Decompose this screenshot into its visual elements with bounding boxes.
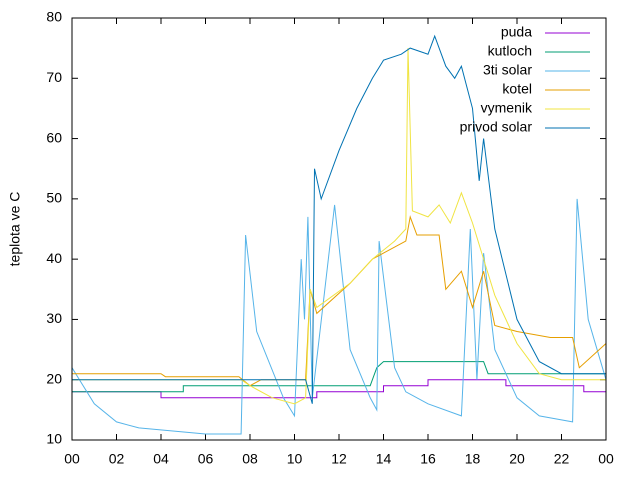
y-tick-label: 40 — [46, 250, 62, 266]
x-tick-label: 02 — [109, 451, 125, 467]
legend-label: privod solar — [460, 119, 533, 135]
x-tick-label: 00 — [64, 451, 80, 467]
y-tick-label: 10 — [46, 431, 62, 447]
y-axis-label: teplota ve C — [7, 192, 23, 267]
x-tick-label: 00 — [598, 451, 614, 467]
x-tick-label: 16 — [420, 451, 436, 467]
series-line — [72, 215, 607, 387]
x-tick-label: 04 — [153, 451, 169, 467]
y-tick-label: 20 — [46, 370, 62, 386]
legend-label: 3ti solar — [483, 62, 532, 78]
series-line — [72, 361, 606, 393]
series-line — [72, 34, 606, 404]
series-line — [71, 198, 607, 435]
x-tick-label: 08 — [242, 451, 258, 467]
x-tick-label: 20 — [509, 451, 525, 467]
series-line — [72, 379, 606, 399]
legend-label: kotel — [502, 81, 532, 97]
y-tick-label: 30 — [46, 310, 62, 326]
x-tick-label: 10 — [287, 451, 303, 467]
x-tick-label: 18 — [465, 451, 481, 467]
legend-label: vymenik — [481, 100, 533, 116]
x-tick-label: 14 — [376, 451, 392, 467]
x-tick-label: 06 — [198, 451, 214, 467]
legend-label: kutloch — [488, 43, 532, 59]
y-tick-label: 70 — [46, 69, 62, 85]
y-tick-label: 80 — [46, 9, 62, 25]
x-tick-label: 12 — [331, 451, 347, 467]
series-line — [72, 48, 606, 405]
legend-label: puda — [501, 24, 532, 40]
y-tick-label: 50 — [46, 190, 62, 206]
y-tick-label: 60 — [46, 129, 62, 145]
plot-border — [71, 17, 607, 441]
x-tick-label: 22 — [554, 451, 570, 467]
